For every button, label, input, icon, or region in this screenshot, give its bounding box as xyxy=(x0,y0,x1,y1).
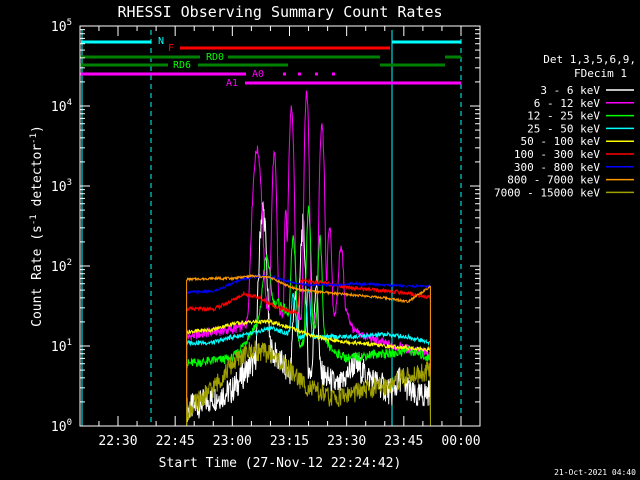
x-tick-label: 23:30 xyxy=(327,434,366,449)
y-axis-label: Count Rate (s-1 detector-1) xyxy=(29,125,45,327)
legend-entry-label: 800 - 7000 keV xyxy=(507,174,600,187)
series-line-4 xyxy=(186,318,431,427)
series-lines xyxy=(186,90,431,427)
y-tick-label: 100 xyxy=(51,418,72,435)
legend-header-line1: Det 1,3,5,6,9, xyxy=(543,53,636,66)
legend-entry-label: 12 - 25 keV xyxy=(527,110,600,123)
series-line-0 xyxy=(186,201,431,427)
flag-label: A0 xyxy=(252,69,264,80)
x-tick-label: 23:15 xyxy=(270,434,309,449)
series-line-2 xyxy=(186,205,431,427)
y-axis: 100 101 102 103 104 105 xyxy=(51,18,480,435)
legend-entry-label: 50 - 100 keV xyxy=(521,135,601,148)
flag-label: RD6 xyxy=(173,60,191,71)
x-tick-label: 23:00 xyxy=(213,434,252,449)
x-tick-label: 00:00 xyxy=(441,434,480,449)
legend-header-line2: FDecim 1 xyxy=(574,67,627,80)
series-line-6 xyxy=(186,274,431,427)
plot-frame xyxy=(79,25,481,427)
timestamp: 21-Oct-2021 04:40 xyxy=(554,468,636,477)
x-axis-label: Start Time (27-Nov-12 22:24:42) xyxy=(159,456,402,471)
chart-title: RHESSI Observing Summary Count Rates xyxy=(117,3,442,21)
flag-label: RD0 xyxy=(206,52,224,63)
flag-label: N xyxy=(158,36,164,47)
legend-entry-label: 7000 - 15000 keV xyxy=(494,186,600,199)
series-line-7 xyxy=(186,273,431,427)
y-tick-label: 103 xyxy=(51,178,72,195)
legend-entry-label: 3 - 6 keV xyxy=(540,84,600,97)
y-tick-label: 104 xyxy=(51,98,72,115)
flag-bars: NF RD0 RD6 A0 A1 xyxy=(80,30,462,426)
legend-entry-label: 300 - 800 keV xyxy=(514,161,600,174)
y-tick-label: 101 xyxy=(51,338,72,355)
legend-entry-label: 25 - 50 keV xyxy=(527,122,600,135)
series-line-5 xyxy=(186,277,431,427)
x-tick-label: 23:45 xyxy=(384,434,423,449)
flag-label: A1 xyxy=(226,78,238,89)
y-tick-label: 105 xyxy=(51,18,72,35)
legend-entry-label: 6 - 12 keV xyxy=(534,97,601,110)
series-line-8 xyxy=(186,340,431,427)
x-tick-label: 22:30 xyxy=(98,434,137,449)
x-axis: 22:30 22:45 23:00 23:15 23:30 23:45 00:00 xyxy=(98,26,481,449)
y-tick-label: 102 xyxy=(51,258,72,275)
flag-label: F xyxy=(168,43,174,54)
legend-entry-label: 100 - 300 keV xyxy=(514,148,600,161)
x-tick-label: 22:45 xyxy=(156,434,195,449)
